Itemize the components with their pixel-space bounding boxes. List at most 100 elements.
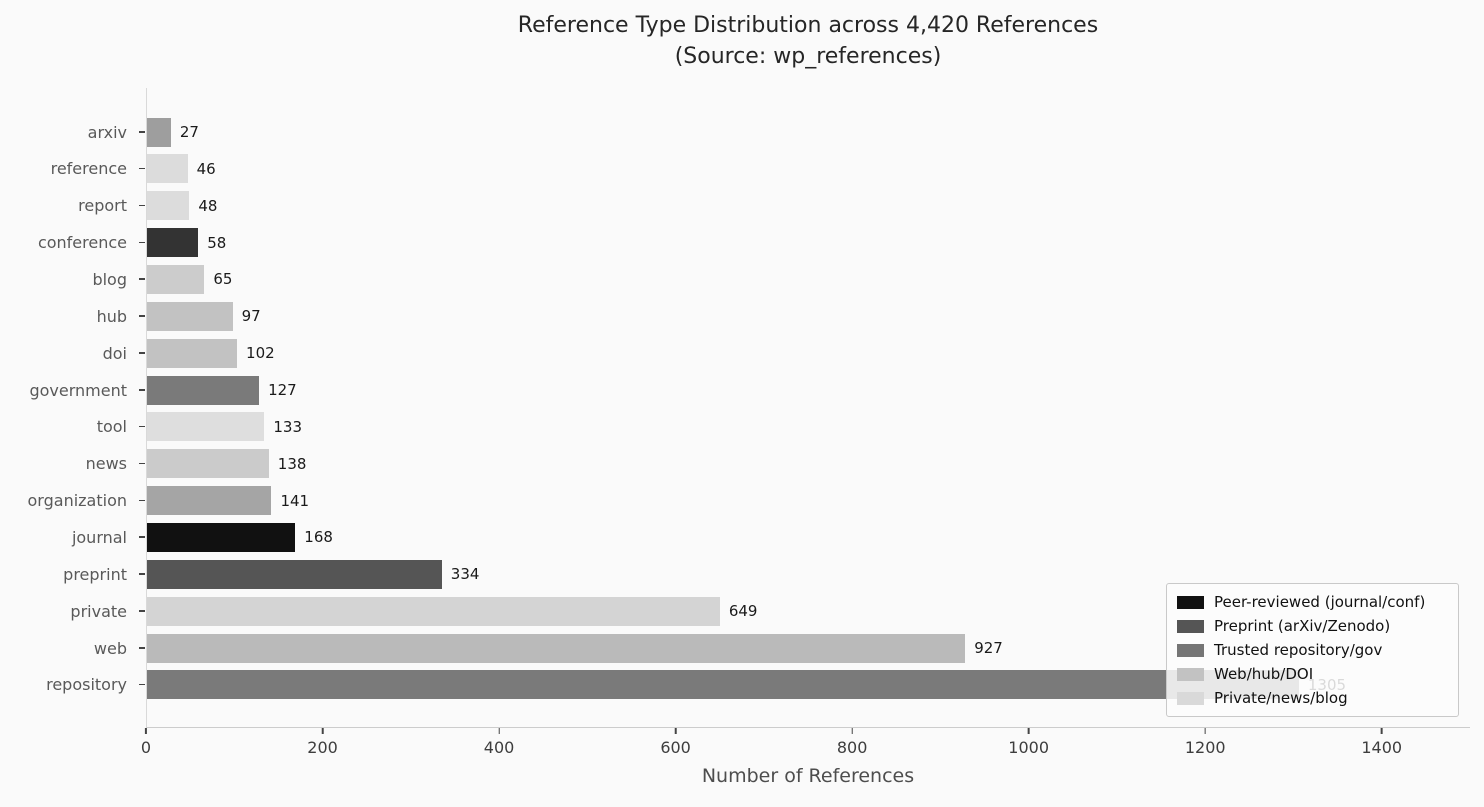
y-tick-mark (139, 167, 145, 170)
value-label-government: 127 (268, 381, 297, 400)
legend-swatch (1177, 691, 1204, 705)
category-label-tool: tool (96, 417, 127, 437)
legend-label: Peer-reviewed (journal/conf) (1214, 593, 1426, 611)
legend-item: Preprint (arXiv/Zenodo) (1177, 617, 1448, 635)
legend-item: Peer-reviewed (journal/conf) (1177, 593, 1448, 611)
bar-row-web: web 927 (94, 630, 1470, 666)
bar-row-conference: conference 58 (38, 225, 1470, 261)
y-tick-mark (139, 315, 145, 317)
x-tick-label: 200 (307, 738, 338, 757)
bar-journal (147, 522, 296, 552)
category-label-hub: hub (96, 306, 127, 326)
bar-blog (147, 264, 205, 294)
bar-row-report: report 48 (78, 188, 1470, 224)
legend-label: Preprint (arXiv/Zenodo) (1214, 617, 1391, 635)
legend-item: Trusted repository/gov (1177, 641, 1448, 659)
chart-title-line2: (Source: wp_references) (674, 44, 942, 69)
x-tick-label: 0 (140, 738, 152, 757)
x-tick-1000: 1000 (1008, 728, 1049, 757)
legend-swatch (1177, 643, 1204, 657)
category-label-government: government (29, 380, 127, 400)
y-tick-mark (139, 278, 145, 280)
bar-news (147, 449, 269, 479)
category-label-preprint: preprint (63, 564, 127, 584)
x-tick-mark (145, 728, 147, 734)
y-tick-mark (139, 241, 145, 244)
bar-row-blog: blog 65 (92, 261, 1470, 297)
x-tick-mark (321, 728, 324, 734)
x-tick-label: 600 (660, 738, 691, 757)
plot-area: arxiv 27 reference 46 report 48 conference 58 bl… (28, 88, 1470, 728)
category-label-doi: doi (102, 343, 127, 363)
y-tick-mark (139, 352, 145, 354)
category-label-journal: journal (71, 527, 127, 547)
x-tick-mark (674, 728, 677, 734)
x-tick-label: 400 (483, 738, 515, 757)
chart-title-line1: Reference Type Distribution across 4,420… (517, 13, 1099, 38)
x-tick-label: 1200 (1184, 738, 1226, 757)
x-tick-label: 1000 (1008, 738, 1050, 757)
y-tick-mark (139, 573, 145, 575)
x-tick-mark (498, 728, 500, 734)
bar-row-government: government 127 (29, 372, 1470, 408)
y-tick-mark (139, 131, 145, 133)
bar-row-arxiv: arxiv 27 (88, 114, 1470, 150)
x-tick-1400: 1400 (1361, 728, 1402, 757)
category-label-blog: blog (92, 269, 127, 289)
x-axis: 0 200 400 600 800 1000 1200 1400 (141, 728, 1470, 788)
value-label-arxiv: 27 (179, 123, 199, 141)
legend-swatch (1177, 667, 1204, 681)
x-tick-label: 1400 (1361, 738, 1403, 757)
bar-organization (147, 486, 272, 516)
bar-government (147, 375, 260, 405)
category-label-organization: organization (27, 491, 127, 511)
y-tick-mark (139, 647, 145, 649)
category-label-private: private (70, 601, 127, 621)
legend-swatch (1177, 595, 1204, 609)
x-tick-200: 200 (307, 728, 338, 757)
bar-row-organization: organization 141 (28, 483, 1470, 519)
bar-tool (147, 412, 265, 442)
bar-row-hub: hub 97 (97, 298, 1470, 334)
category-label-conference: conference (37, 233, 127, 253)
bar-row-news: news 138 (86, 446, 1470, 482)
x-tick-400: 400 (483, 728, 515, 757)
bar-doi (147, 338, 238, 368)
bar-row-private: private 649 (70, 593, 1470, 629)
x-tick-mark (851, 728, 853, 734)
y-tick-mark (139, 610, 145, 612)
bar-row-tool: tool 133 (97, 409, 1470, 445)
value-label-tool: 133 (273, 417, 303, 436)
x-axis-label: Number of References (701, 765, 915, 787)
y-tick-mark (139, 204, 145, 207)
value-label-conference: 58 (207, 233, 227, 252)
x-tick-600: 600 (660, 728, 691, 757)
bar-repository (147, 670, 1299, 700)
legend-label: Web/hub/DOI (1214, 665, 1314, 683)
value-label-preprint: 334 (450, 565, 480, 584)
legend-swatch (1177, 619, 1204, 633)
x-tick-1200: 1200 (1185, 728, 1226, 757)
legend-item: Web/hub/DOI (1177, 665, 1448, 683)
legend-label: Trusted repository/gov (1214, 641, 1383, 659)
bar-row-preprint: preprint 334 (63, 556, 1470, 592)
y-tick-mark (139, 536, 145, 538)
bar-row-reference: reference 46 (51, 151, 1470, 187)
value-label-web: 927 (974, 639, 1003, 658)
bar-web (147, 633, 966, 663)
bar-report (147, 191, 190, 221)
value-label-report: 48 (198, 196, 218, 215)
bar-preprint (147, 559, 442, 589)
bar-row-doi: doi 102 (103, 335, 1470, 371)
legend-item: Private/news/blog (1177, 689, 1448, 707)
category-label-repository: repository (46, 675, 127, 695)
y-tick-mark (139, 499, 145, 502)
y-tick-mark (139, 462, 145, 465)
category-label-news: news (85, 454, 127, 474)
bar-reference (147, 154, 188, 184)
legend: Peer-reviewed (journal/conf) Preprint (ar… (1166, 583, 1459, 717)
bar-arxiv (147, 117, 171, 147)
y-tick-mark (139, 683, 145, 686)
value-label-journal: 168 (304, 528, 333, 547)
value-label-reference: 46 (196, 159, 216, 178)
